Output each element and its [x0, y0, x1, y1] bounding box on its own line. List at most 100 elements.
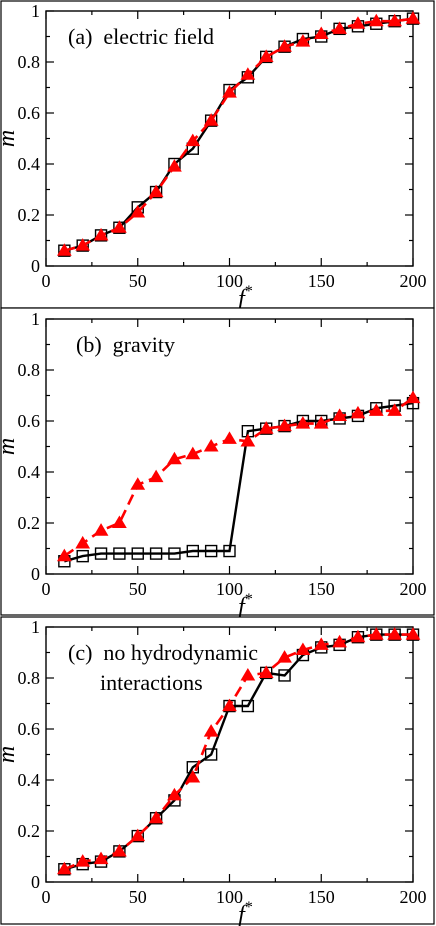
- x-tick-label: 50: [129, 887, 147, 907]
- panel-c: 0 50 100 150 200 0 0.2 0.4 0.6 0.8 1 f* m (c) no hydr…: [0, 616, 435, 926]
- series-2-point: [148, 810, 164, 824]
- y-tick-label: 0.4: [18, 770, 41, 790]
- x-tick-label: 200: [400, 887, 427, 907]
- series-2-point: [56, 548, 72, 562]
- series-2-point: [332, 21, 347, 34]
- y-tick-label: 0.6: [18, 719, 41, 739]
- series-1-point: [223, 544, 236, 558]
- series-1-point: [76, 549, 89, 563]
- series-1-point: [131, 547, 144, 560]
- y-tick-label: 1: [31, 617, 40, 637]
- series-2-point: [313, 637, 329, 650]
- series-2-point: [75, 854, 91, 867]
- x-tick-label: 0: [42, 271, 51, 291]
- panel-frame: [0, 616, 435, 925]
- y-tick-label: 0.6: [18, 103, 41, 123]
- series-2-point: [75, 238, 91, 251]
- y-tick-label: 1: [31, 309, 40, 329]
- panel-title: (c) no hydrodynamic: [68, 640, 258, 665]
- series-2-point: [56, 861, 72, 875]
- series-2-point: [295, 642, 311, 655]
- series-2-point: [203, 724, 219, 737]
- series-2-point: [405, 390, 421, 404]
- series-1-point: [186, 544, 200, 558]
- y-tick-label: 0: [31, 872, 40, 892]
- series-2-point: [258, 421, 274, 434]
- series-2-point: [203, 113, 219, 126]
- series-1-point: [241, 699, 255, 713]
- y-axis-label: m: [0, 438, 20, 455]
- series-2-point: [277, 650, 292, 663]
- series-2-point: [112, 220, 127, 233]
- y-tick-label: 1: [31, 1, 40, 21]
- series-2-point: [277, 39, 292, 52]
- x-tick-label: 100: [216, 579, 243, 599]
- series-2-point: [148, 469, 164, 483]
- y-tick-label: 0.8: [18, 668, 41, 688]
- series-2-point: [258, 49, 274, 62]
- series-2-point: [350, 16, 366, 29]
- series-2-point: [368, 13, 384, 27]
- series-2-point: [167, 159, 182, 172]
- y-tick-label: 0.4: [18, 462, 41, 482]
- y-tick-label: 0: [31, 564, 40, 584]
- series-2-point: [75, 535, 91, 549]
- series-1-point: [278, 669, 291, 682]
- series-2-point: [130, 828, 146, 842]
- y-tick-label: 0.2: [18, 205, 41, 225]
- y-tick-label: 0.2: [18, 513, 41, 533]
- y-axis-label: m: [0, 130, 20, 147]
- series-2-point: [93, 523, 109, 536]
- x-tick-label: 0: [42, 887, 51, 907]
- panel-frame: [0, 307, 435, 616]
- panel-title: (a) electric field: [68, 24, 214, 49]
- y-tick-label: 0: [31, 256, 40, 276]
- series-2-point: [112, 843, 127, 857]
- series-2-point: [56, 243, 72, 256]
- series-2-point: [185, 446, 201, 460]
- series-1-point: [204, 544, 218, 558]
- x-tick-label: 100: [216, 271, 243, 291]
- series-2-point: [240, 667, 256, 681]
- series-1-point: [149, 547, 163, 560]
- panel-title: (b) gravity: [76, 332, 175, 357]
- series-1-point: [94, 547, 108, 560]
- series-2-point: [167, 451, 182, 465]
- y-tick-label: 0.2: [18, 821, 41, 841]
- series-1-point: [113, 547, 126, 560]
- x-tick-label: 100: [216, 887, 243, 907]
- panel-b: 0 50 100 150 200 0 0.2 0.4 0.6 0.8 1 f* m (b) gravity: [0, 307, 435, 620]
- series-2-point: [93, 227, 109, 241]
- x-tick-label: 150: [308, 271, 335, 291]
- series-2-point: [405, 627, 421, 640]
- x-tick-label: 0: [42, 579, 51, 599]
- y-tick-label: 0.8: [18, 360, 41, 380]
- series-2-point: [185, 133, 201, 147]
- series-2-point: [350, 629, 366, 643]
- panel-a: 0 50 100 150 200 0 0.2 0.4 0.6 0.8 1 f* m (a) electri…: [0, 0, 435, 312]
- series-2-point: [167, 787, 182, 801]
- y-tick-label: 0.4: [18, 154, 41, 174]
- panel-subtitle: interactions: [100, 670, 203, 695]
- series-2-point: [332, 408, 347, 421]
- series-2-point: [93, 851, 109, 865]
- series-2-point: [222, 85, 237, 98]
- series-2-point: [258, 665, 274, 678]
- series-2-point: [222, 431, 237, 444]
- x-tick-label: 150: [308, 579, 335, 599]
- series-2-point: [185, 769, 201, 783]
- y-tick-label: 0.8: [18, 52, 41, 72]
- series-2-point: [222, 698, 237, 712]
- series-2-point: [368, 627, 384, 640]
- series-2-point: [130, 204, 146, 218]
- x-tick-label: 50: [129, 271, 147, 291]
- x-axis-label: f*: [238, 283, 253, 312]
- series-2-point: [368, 403, 384, 416]
- series-2-point: [387, 403, 403, 416]
- series-2-point: [332, 634, 347, 648]
- series-2-point: [405, 11, 421, 24]
- series-1-point: [204, 748, 218, 761]
- x-tick-label: 200: [400, 271, 427, 291]
- panel-frame: [0, 0, 435, 309]
